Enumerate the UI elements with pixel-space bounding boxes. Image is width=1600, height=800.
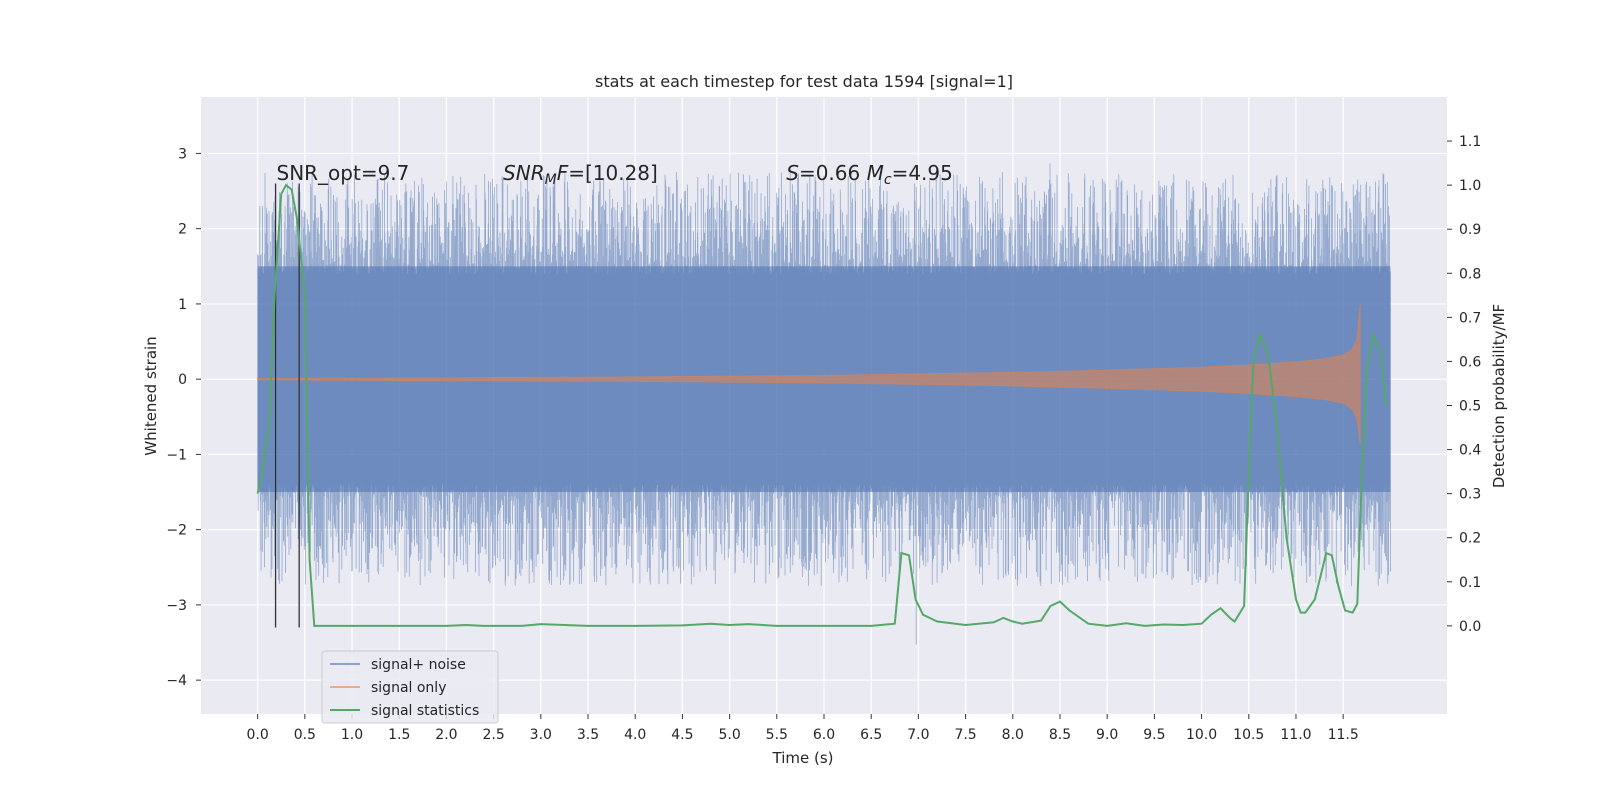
annotation-s-mc: S=0.66 Mc=4.95	[786, 161, 953, 188]
legend-box	[321, 650, 499, 724]
x-axis-label: Time (s)	[772, 749, 834, 767]
y-tick-label-right: 0.9	[1459, 222, 1481, 238]
x-tick-label: 7.0	[907, 727, 929, 743]
series-signal-statistics	[256, 183, 1387, 627]
series-signal-only	[257, 303, 1361, 444]
x-tick-label: 1.5	[388, 727, 410, 743]
x-tick-label: 1.0	[341, 727, 363, 743]
x-tick-label: 2.5	[482, 727, 504, 743]
x-tick-label: 0.0	[247, 727, 269, 743]
y-tick-label-left: −1	[166, 447, 187, 463]
y-tick-label-right: 0.1	[1459, 575, 1481, 591]
legend-label: signal+ noise	[371, 657, 466, 673]
annotation-snr-opt: SNR_opt=9.7	[277, 161, 410, 185]
y-tick-label-right: 0.3	[1459, 487, 1481, 503]
y-tick-label-right: 0.6	[1459, 354, 1481, 370]
x-tick-label: 4.5	[671, 727, 693, 743]
y-tick-label-left: 3	[178, 146, 187, 162]
legend: signal+ noise signal only signal statistic…	[321, 650, 499, 724]
y-tick-label-right: 0.5	[1459, 399, 1481, 415]
x-tick-label: 11.0	[1280, 727, 1311, 743]
legend-label: signal statistics	[371, 703, 479, 719]
annotation-snr-mf: SNRMF=[10.28]	[503, 161, 658, 188]
y-tick-label-right: 0.2	[1459, 531, 1481, 547]
x-tick-label: 5.0	[718, 727, 740, 743]
x-tick-label: 6.0	[813, 727, 835, 743]
x-tick-label: 8.5	[1049, 727, 1071, 743]
x-tick-label: 10.5	[1233, 727, 1264, 743]
y-tick-label-right: 1.1	[1459, 134, 1481, 150]
y-axis-label-left: Whitened strain	[142, 336, 160, 455]
x-tick-label: 4.0	[624, 727, 646, 743]
y-tick-label-left: 1	[178, 297, 187, 313]
x-tick-label: 11.5	[1328, 727, 1359, 743]
x-tick-label: 0.5	[294, 727, 316, 743]
y-axis-label-right: Detection probability/MF	[1490, 304, 1508, 488]
y-tick-label-left: 2	[178, 222, 187, 238]
x-tick-label: 9.5	[1143, 727, 1165, 743]
y-tick-label-left: −4	[166, 673, 187, 689]
y-tick-label-left: −3	[166, 598, 187, 614]
y-tick-label-right: 1.0	[1459, 178, 1481, 194]
x-tick-label: 2.0	[435, 727, 457, 743]
y-tick-label-left: 0	[178, 372, 187, 388]
x-tick-label: 3.0	[530, 727, 552, 743]
x-tick-label: 7.5	[954, 727, 976, 743]
x-tick-label: 3.5	[577, 727, 599, 743]
x-tick-label: 10.0	[1186, 727, 1217, 743]
x-tick-label: 6.5	[860, 727, 882, 743]
legend-label: signal only	[371, 680, 446, 696]
y-tick-label-right: 0.8	[1459, 266, 1481, 282]
y-tick-label-right: 0.4	[1459, 443, 1481, 459]
y-tick-label-right: 0.7	[1459, 310, 1481, 326]
x-tick-label: 9.0	[1096, 727, 1118, 743]
x-tick-label: 8.0	[1002, 727, 1024, 743]
y-tick-label-right: 0.0	[1459, 619, 1481, 635]
y-tick-label-left: −2	[166, 523, 187, 539]
x-tick-label: 5.5	[766, 727, 788, 743]
chart-title: stats at each timestep for test data 159…	[595, 72, 1013, 91]
